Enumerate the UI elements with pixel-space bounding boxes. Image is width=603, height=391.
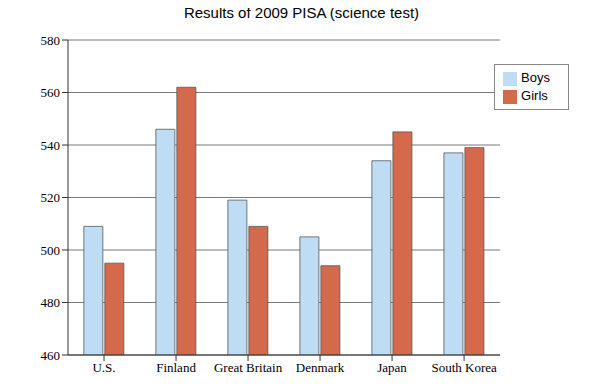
html-text:Boys: Boys	[521, 70, 550, 85]
svg-text:Denmark: Denmark	[296, 360, 345, 375]
svg-text:Finland: Finland	[156, 360, 196, 375]
svg-text:South Korea: South Korea	[431, 360, 497, 375]
svg-text:500: 500	[41, 243, 61, 258]
html-text:Girls: Girls	[521, 88, 548, 103]
svg-text:480: 480	[41, 295, 61, 310]
svg-text:560: 560	[41, 85, 61, 100]
svg-text:540: 540	[41, 138, 61, 153]
svg-text:U.S.: U.S.	[92, 360, 115, 375]
svg-text:460: 460	[41, 348, 61, 363]
html-text:Results of 2009 PISA (science: Results of 2009 PISA (science test)	[183, 4, 420, 21]
svg-text:Great Britain: Great Britain	[214, 360, 283, 375]
svg-text:520: 520	[41, 190, 61, 205]
svg-text:580: 580	[41, 33, 61, 48]
svg-text:Japan: Japan	[377, 360, 407, 375]
